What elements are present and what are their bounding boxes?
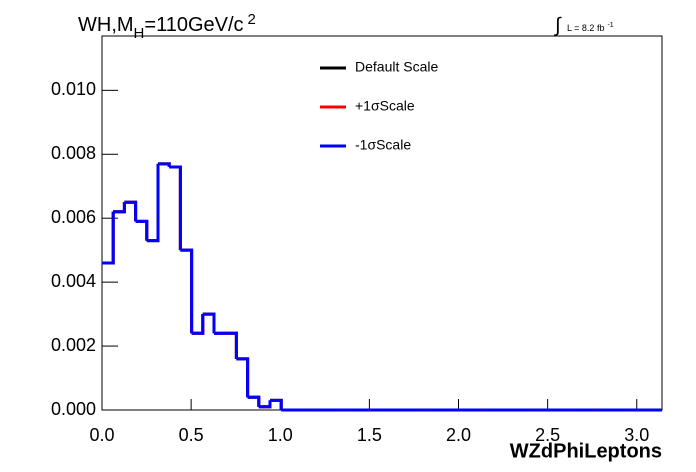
x-tick-label: 0.5: [179, 425, 204, 445]
x-tick-label: 1.5: [357, 425, 382, 445]
x-tick-label: 0.0: [89, 425, 114, 445]
title-sup: 2: [248, 11, 256, 28]
histogram-bin: [236, 357, 250, 398]
histogram-bin: [270, 398, 283, 410]
histogram-bin: [146, 163, 160, 243]
histogram-bin: [202, 312, 216, 334]
legend-label: -1σScale: [355, 137, 411, 153]
integral: ∫: [554, 14, 562, 36]
histogram-bin: [247, 395, 261, 407]
y-tick-label: 0.006: [51, 207, 96, 227]
histogram-bin: [113, 202, 126, 214]
histogram-bin: [180, 248, 194, 334]
histogram-bin: [191, 314, 205, 335]
title-main: WH,M: [78, 14, 134, 36]
histogram-bin: [158, 162, 171, 168]
x-tick-label: 2.0: [446, 425, 471, 445]
y-tick-label: 0.004: [51, 271, 96, 291]
lumi-sup: -1: [607, 22, 613, 29]
y-tick-label: 0.002: [51, 335, 96, 355]
histogram-bin: [124, 200, 138, 222]
histogram-bin: [169, 165, 182, 251]
x-axis-title: WZdPhiLeptons: [510, 440, 662, 462]
annotation: L = 8.2 fb -1: [567, 22, 614, 34]
title-sub: H: [134, 25, 145, 42]
legend-label: Default Scale: [355, 59, 438, 75]
histogram-bin: [102, 211, 115, 265]
histogram-bin: [135, 219, 149, 241]
y-tick-label: 0.008: [51, 143, 96, 163]
y-tick-label: 0.010: [51, 79, 96, 99]
histogram-bin: [258, 400, 272, 409]
y-tick-label: 0.000: [51, 399, 96, 419]
chart-title: WH,MH=110GeV/c 2: [78, 11, 256, 42]
x-tick-label: 3.0: [624, 425, 649, 445]
x-tick-label: 1.0: [268, 425, 293, 445]
x-tick-label: 2.5: [535, 425, 560, 445]
legend-label: +1σScale: [355, 98, 415, 114]
histogram-bin: [225, 331, 238, 359]
lumi-text: L = 8.2 fb: [567, 23, 604, 33]
title-rest: =110GeV/c: [144, 14, 243, 36]
